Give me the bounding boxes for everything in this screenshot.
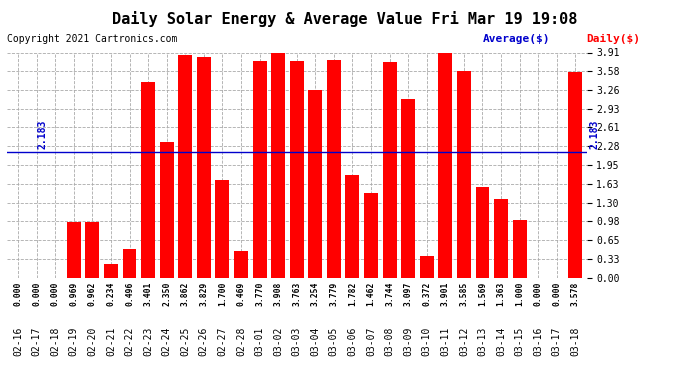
Bar — [159, 142, 174, 278]
Bar — [234, 251, 248, 278]
Text: 1.569: 1.569 — [478, 281, 487, 306]
Text: 1.363: 1.363 — [497, 281, 506, 306]
Text: 0.000: 0.000 — [552, 281, 561, 306]
Text: 0.000: 0.000 — [14, 281, 23, 306]
Text: 1.782: 1.782 — [348, 281, 357, 306]
Text: 02-22: 02-22 — [124, 326, 135, 356]
Bar — [513, 220, 526, 278]
Text: 3.901: 3.901 — [441, 281, 450, 306]
Text: 03-07: 03-07 — [366, 326, 376, 356]
Text: 02-25: 02-25 — [180, 326, 190, 356]
Bar — [401, 99, 415, 278]
Text: 3.254: 3.254 — [310, 281, 319, 306]
Bar — [327, 60, 341, 278]
Bar — [346, 175, 359, 278]
Bar — [569, 72, 582, 278]
Text: 03-18: 03-18 — [571, 326, 580, 356]
Text: 03-05: 03-05 — [329, 326, 339, 356]
Bar — [308, 90, 322, 278]
Text: 0.372: 0.372 — [422, 281, 431, 306]
Text: 0.234: 0.234 — [106, 281, 115, 306]
Text: 0.000: 0.000 — [32, 281, 41, 306]
Text: 2.183: 2.183 — [37, 120, 47, 149]
Text: 2.183: 2.183 — [590, 120, 600, 149]
Bar — [197, 57, 210, 278]
Bar — [420, 256, 434, 278]
Text: Daily Solar Energy & Average Value Fri Mar 19 19:08: Daily Solar Energy & Average Value Fri M… — [112, 11, 578, 27]
Text: 03-13: 03-13 — [477, 326, 487, 356]
Text: 02-27: 02-27 — [217, 326, 228, 356]
Bar — [123, 249, 137, 278]
Text: 1.700: 1.700 — [218, 281, 227, 306]
Text: 03-08: 03-08 — [384, 326, 395, 356]
Text: 02-28: 02-28 — [236, 326, 246, 356]
Text: 0.962: 0.962 — [88, 281, 97, 306]
Text: 02-21: 02-21 — [106, 326, 116, 356]
Text: 02-17: 02-17 — [32, 326, 41, 356]
Bar — [475, 187, 489, 278]
Bar — [215, 180, 229, 278]
Bar — [271, 53, 285, 278]
Text: 0.000: 0.000 — [533, 281, 543, 306]
Text: 1.000: 1.000 — [515, 281, 524, 306]
Text: 3.908: 3.908 — [274, 281, 283, 306]
Text: 02-19: 02-19 — [69, 326, 79, 356]
Text: 3.862: 3.862 — [181, 281, 190, 306]
Text: 0.969: 0.969 — [69, 281, 78, 306]
Text: 03-11: 03-11 — [440, 326, 451, 356]
Text: 3.578: 3.578 — [571, 281, 580, 306]
Bar — [438, 53, 452, 278]
Text: Copyright 2021 Cartronics.com: Copyright 2021 Cartronics.com — [7, 34, 177, 44]
Text: 0.469: 0.469 — [237, 281, 246, 306]
Text: Daily($): Daily($) — [586, 34, 640, 44]
Text: 03-17: 03-17 — [552, 326, 562, 356]
Text: 02-23: 02-23 — [143, 326, 153, 356]
Text: 1.462: 1.462 — [366, 281, 375, 306]
Text: 3.744: 3.744 — [385, 281, 394, 306]
Bar — [86, 222, 99, 278]
Text: 3.779: 3.779 — [329, 281, 338, 306]
Bar — [290, 61, 304, 278]
Bar — [253, 60, 266, 278]
Bar — [104, 264, 118, 278]
Text: 3.401: 3.401 — [144, 281, 152, 306]
Text: 03-16: 03-16 — [533, 326, 543, 356]
Text: 3.585: 3.585 — [460, 281, 469, 306]
Text: 02-18: 02-18 — [50, 326, 60, 356]
Bar — [67, 222, 81, 278]
Bar — [383, 62, 397, 278]
Text: 3.097: 3.097 — [404, 281, 413, 306]
Bar — [494, 199, 508, 278]
Text: Average($): Average($) — [483, 34, 551, 44]
Text: 3.770: 3.770 — [255, 281, 264, 306]
Text: 03-10: 03-10 — [422, 326, 432, 356]
Text: 03-06: 03-06 — [348, 326, 357, 356]
Bar — [141, 82, 155, 278]
Text: 03-04: 03-04 — [310, 326, 320, 356]
Text: 02-26: 02-26 — [199, 326, 209, 356]
Bar — [178, 55, 193, 278]
Text: 02-16: 02-16 — [13, 326, 23, 356]
Bar — [457, 71, 471, 278]
Text: 03-02: 03-02 — [273, 326, 283, 356]
Text: 03-15: 03-15 — [515, 326, 524, 356]
Text: 2.350: 2.350 — [162, 281, 171, 306]
Text: 03-01: 03-01 — [255, 326, 264, 356]
Text: 3.829: 3.829 — [199, 281, 208, 306]
Bar — [364, 194, 378, 278]
Text: 03-14: 03-14 — [496, 326, 506, 356]
Text: 02-20: 02-20 — [88, 326, 97, 356]
Text: 03-09: 03-09 — [403, 326, 413, 356]
Text: 02-24: 02-24 — [161, 326, 172, 356]
Text: 03-03: 03-03 — [292, 326, 302, 356]
Text: 03-12: 03-12 — [459, 326, 469, 356]
Text: 0.000: 0.000 — [50, 281, 60, 306]
Text: 3.763: 3.763 — [292, 281, 302, 306]
Text: 0.496: 0.496 — [125, 281, 134, 306]
